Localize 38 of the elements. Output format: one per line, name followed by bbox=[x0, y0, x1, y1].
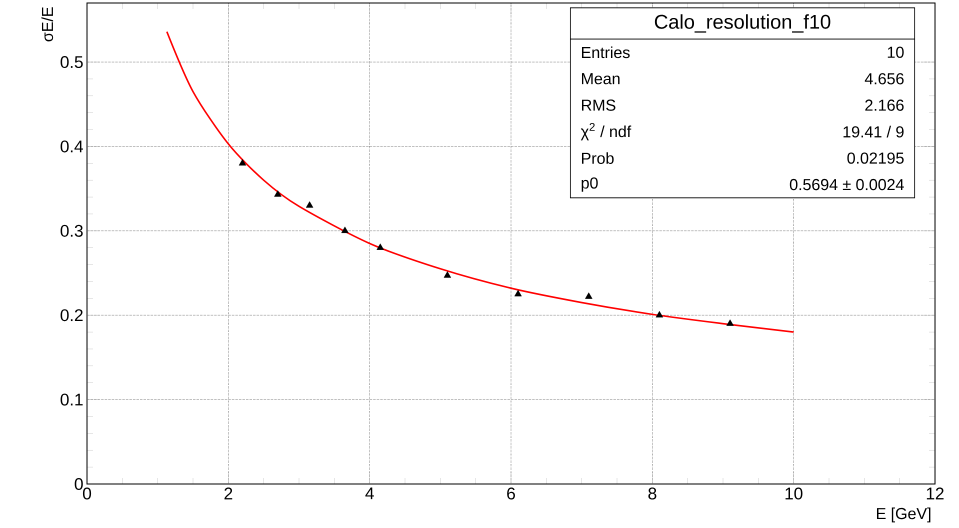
annotation: 4.656 bbox=[864, 73, 904, 84]
annotation: 2.166 bbox=[865, 100, 904, 111]
x-tick-label: 0 bbox=[82, 488, 92, 500]
y-tick-label: 0.4 bbox=[60, 140, 83, 152]
y-tick-label: 0.1 bbox=[60, 394, 83, 406]
annotation: Mean bbox=[582, 73, 620, 84]
annotation: 19.41 / 9 bbox=[844, 126, 904, 138]
annotation: RMS bbox=[582, 100, 616, 111]
point bbox=[656, 311, 664, 318]
x-tick-label: 4 bbox=[365, 488, 374, 500]
point bbox=[444, 271, 452, 278]
annotation: Prob bbox=[582, 152, 614, 164]
point bbox=[274, 190, 282, 197]
x-tick-label: 8 bbox=[648, 488, 656, 500]
y-tick-label: 0.3 bbox=[60, 224, 83, 237]
point bbox=[238, 159, 246, 166]
x-tick-label: 6 bbox=[507, 488, 515, 500]
annotation: 0.02195 bbox=[847, 152, 904, 164]
point bbox=[726, 319, 734, 326]
x-tick-label: 2 bbox=[224, 488, 232, 500]
annotation: χ$^{2}$ / ndf bbox=[580, 122, 632, 140]
x-axis-title: E [GeV] bbox=[876, 508, 930, 522]
y-tick-label: 0.2 bbox=[60, 309, 83, 322]
point bbox=[514, 290, 522, 296]
annotation: 10 bbox=[888, 46, 904, 58]
annotation: Entries bbox=[582, 46, 630, 58]
y-tick-label: 0 bbox=[74, 478, 83, 490]
y-axis-title: σE/E bbox=[41, 7, 54, 42]
point bbox=[306, 201, 314, 208]
text: Calo_resolution_f10 bbox=[654, 14, 830, 33]
annotation: 0.5694 ± 0.0024 bbox=[790, 178, 904, 190]
point bbox=[341, 226, 349, 234]
x-tick-label: 10 bbox=[786, 488, 802, 500]
x-tick-label: 12 bbox=[926, 488, 944, 500]
point bbox=[585, 292, 592, 299]
y-tick-label: 0.5 bbox=[60, 56, 83, 68]
point bbox=[376, 244, 384, 250]
annotation: p0 bbox=[582, 177, 598, 192]
